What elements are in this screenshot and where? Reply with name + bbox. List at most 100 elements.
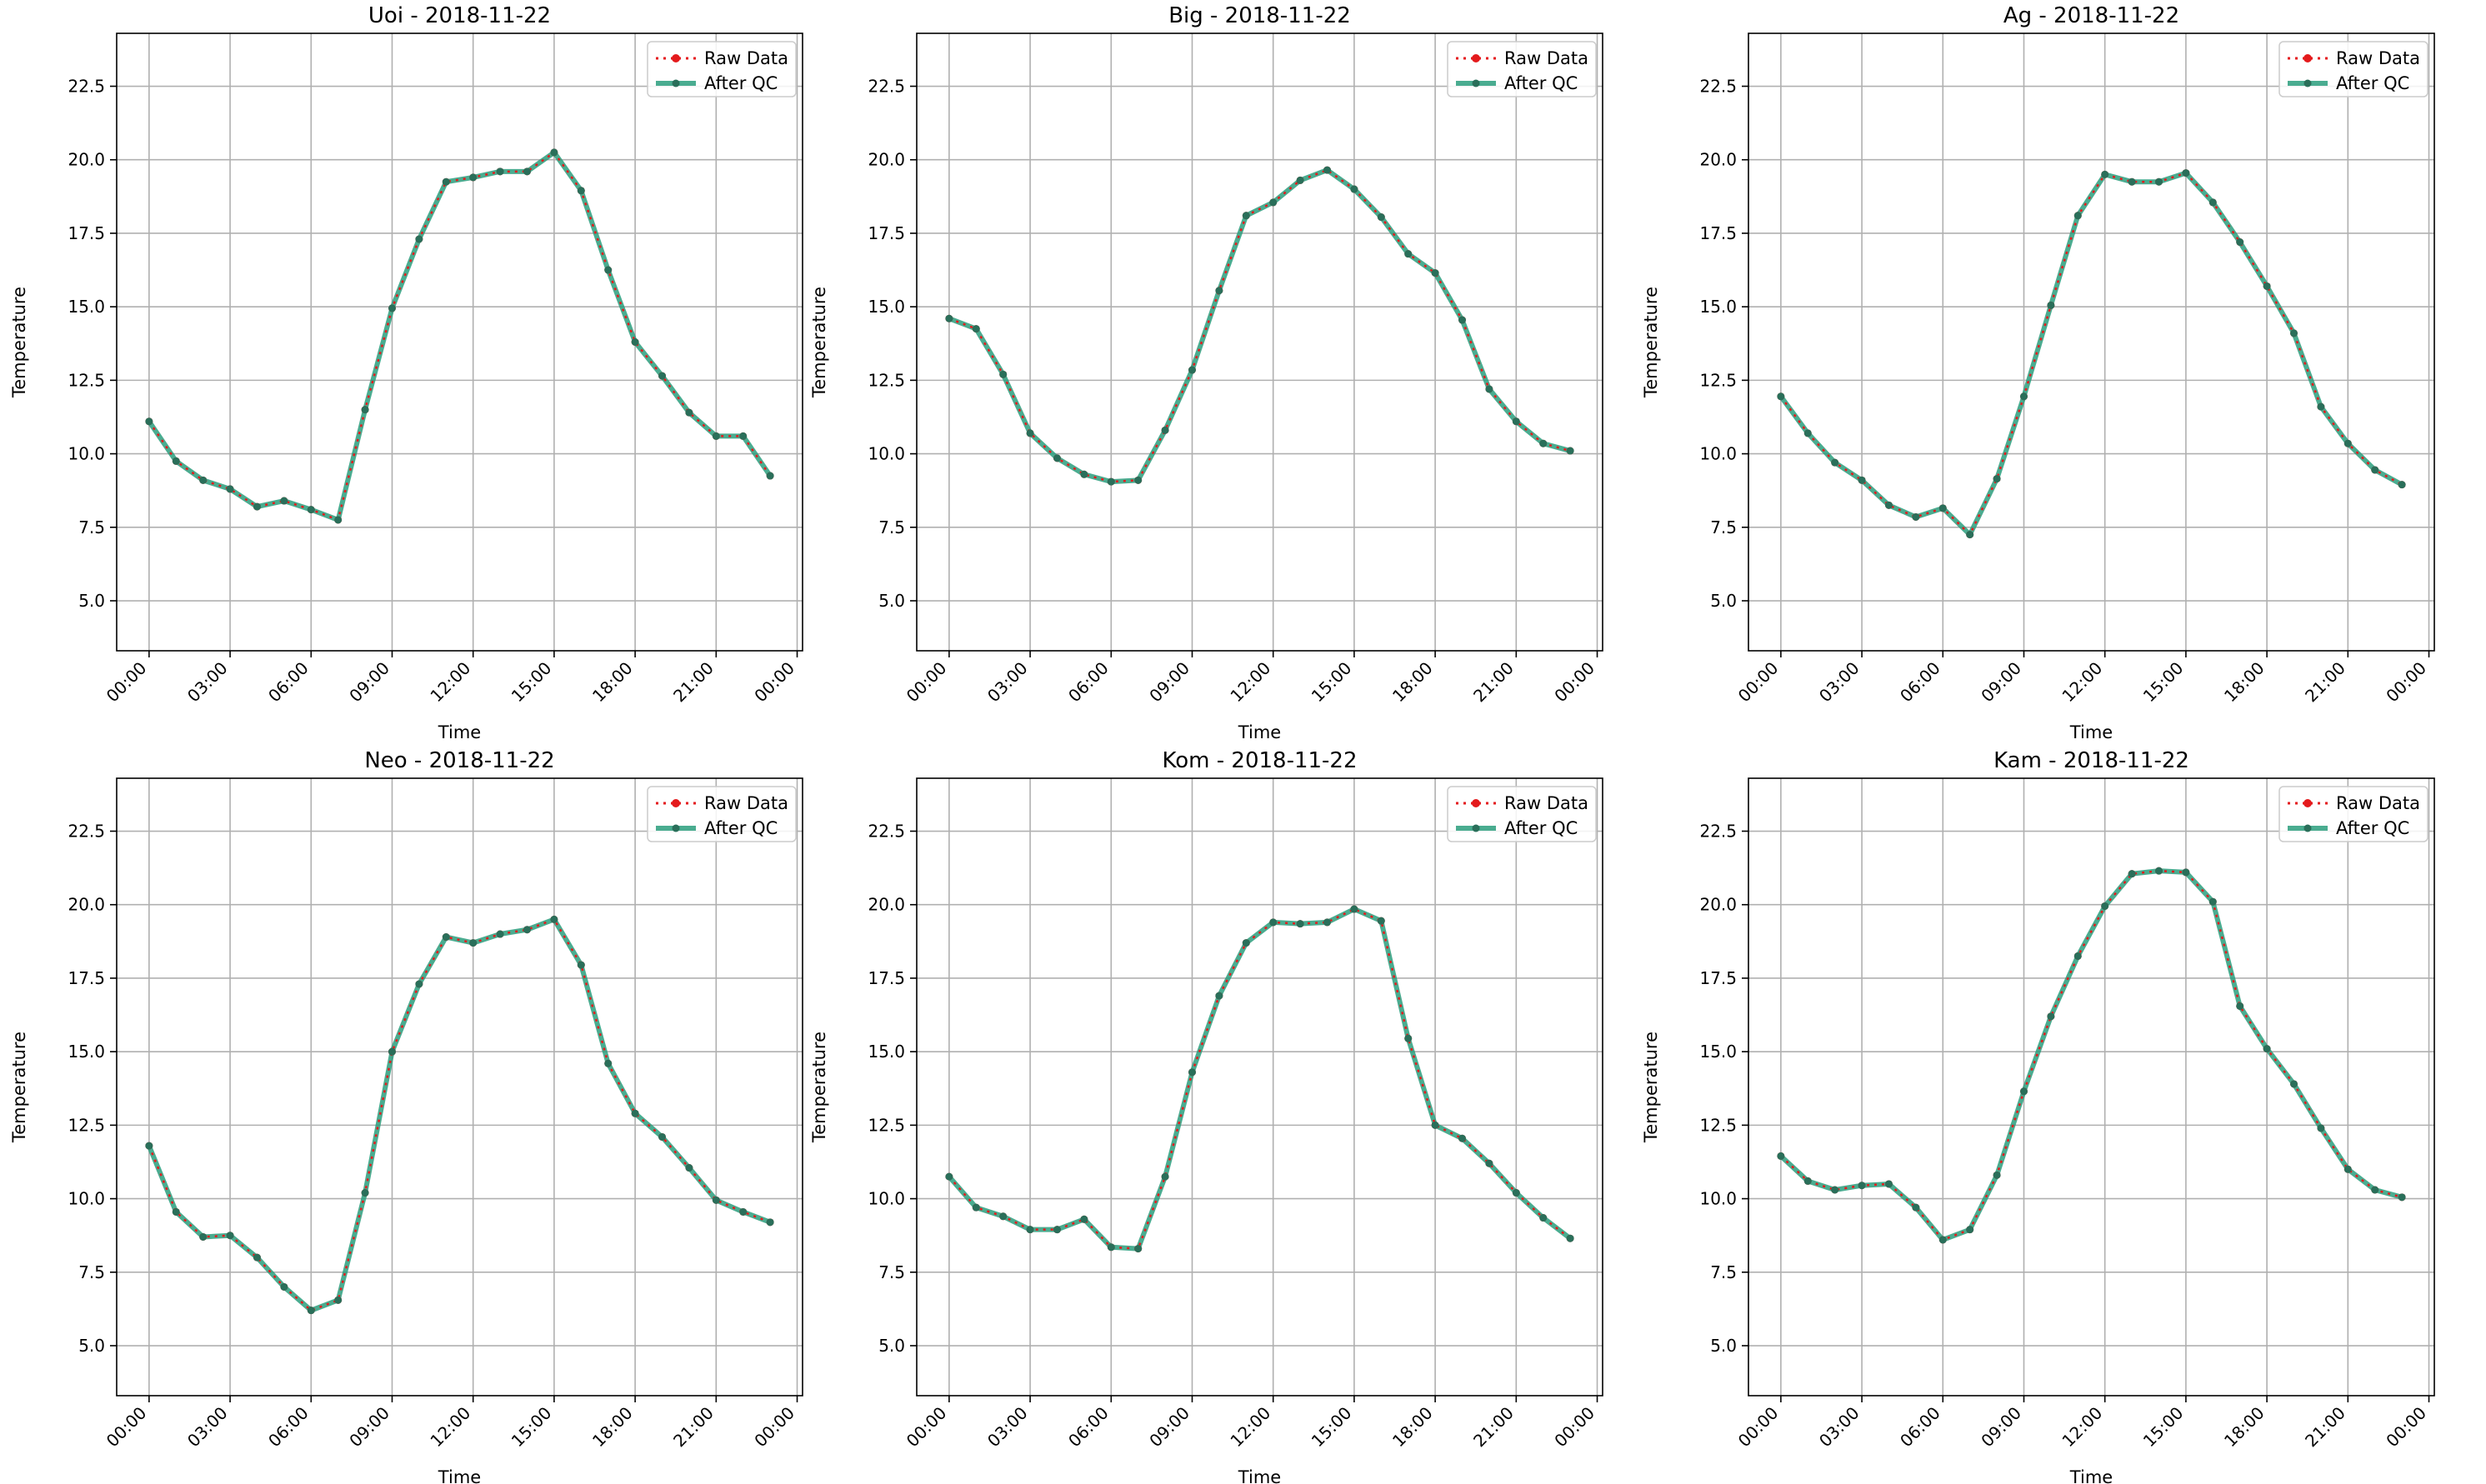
after-qc-point [999, 370, 1008, 378]
y-tick-label: 15.0 [68, 1042, 105, 1062]
after-qc-point [1458, 1134, 1467, 1142]
after-qc-point [550, 915, 558, 923]
after-qc-point [1993, 1171, 2001, 1179]
x-tick-label: 06:00 [1896, 1403, 1944, 1452]
after-qc-point [1134, 1245, 1143, 1253]
legend-raw-marker [672, 799, 680, 807]
y-tick-label: 22.5 [68, 822, 105, 842]
series-line-after-qc [147, 149, 773, 522]
legend-label-raw-data: Raw Data [1504, 48, 1588, 68]
y-tick-label: 20.0 [868, 895, 905, 915]
y-tick-label: 5.0 [78, 591, 105, 611]
after-qc-point [1431, 269, 1439, 277]
after-qc-point [469, 173, 478, 182]
after-qc-point [1566, 1234, 1574, 1242]
after-qc-point [2398, 481, 2406, 489]
after-qc-point [2343, 439, 2352, 447]
after-qc-point [1512, 417, 1520, 426]
y-tick-label: 12.5 [868, 1115, 905, 1135]
after-qc-point [2290, 1080, 2298, 1088]
x-axis-label: Time [1238, 1467, 1281, 1484]
y-tick-label: 22.5 [868, 822, 905, 842]
after-qc-point [631, 1109, 639, 1117]
after-qc-point [1323, 166, 1332, 174]
plot-frame [116, 777, 803, 1397]
x-tick-label: 00:00 [2382, 658, 2430, 707]
x-tick-label: 00:00 [103, 1403, 151, 1452]
legend: Raw Data After QC [1447, 786, 1597, 842]
after-qc-point [972, 1203, 980, 1212]
x-tick-label: 00:00 [103, 658, 151, 707]
after-qc-point [577, 187, 585, 195]
after-qc-point [945, 314, 953, 322]
after-qc-point [1938, 504, 1947, 512]
after-qc-point [145, 417, 153, 426]
y-tick-label: 17.5 [68, 223, 105, 243]
after-qc-point [253, 502, 261, 511]
after-qc-point [1858, 1182, 1866, 1190]
after-qc-point [945, 1172, 953, 1181]
after-qc-point [1215, 992, 1223, 1000]
after-qc-point [1296, 920, 1304, 928]
y-tick-label: 22.5 [1699, 77, 1737, 97]
after-qc-point [172, 457, 180, 465]
series-line-after-qc [948, 167, 1571, 485]
after-qc-point [2128, 177, 2136, 186]
x-tick-label: 21:00 [2301, 658, 2349, 707]
after-qc-point [2398, 1193, 2406, 1202]
after-qc-point [604, 266, 613, 274]
after-qc-point [361, 406, 369, 414]
legend-raw-marker [1472, 799, 1480, 807]
legend-qc-marker [1472, 79, 1480, 87]
x-tick-label: 21:00 [1469, 1403, 1518, 1452]
after-qc-point [1323, 918, 1332, 927]
y-tick-label: 10.0 [1699, 444, 1737, 464]
y-tick-label: 5.0 [1710, 591, 1737, 611]
series-line-raw-data [948, 907, 1571, 1250]
after-qc-point [766, 472, 774, 480]
subplot-title: Kom - 2018-11-22 [1163, 748, 1358, 773]
after-qc-point [172, 1207, 180, 1216]
x-tick-label: 15:00 [2139, 1403, 2188, 1452]
legend-label-raw-data: Raw Data [2336, 48, 2420, 68]
after-qc-point [2208, 198, 2217, 207]
after-qc-point [1080, 1215, 1088, 1223]
x-tick-label: 00:00 [1734, 1403, 1783, 1452]
legend-label-raw-data: Raw Data [704, 48, 788, 68]
legend-label-after-qc: After QC [2336, 73, 2409, 93]
after-qc-point [415, 980, 423, 988]
after-qc-point [523, 926, 532, 934]
x-tick-label: 00:00 [750, 1403, 798, 1452]
x-axis-label: Time [438, 1467, 481, 1484]
y-tick-label: 15.0 [1699, 297, 1737, 317]
after-qc-point [1107, 477, 1115, 486]
legend-label-raw-data: Raw Data [704, 793, 788, 813]
x-tick-label: 06:00 [1064, 658, 1113, 707]
after-qc-point [1188, 366, 1196, 374]
series-line-raw-data [948, 168, 1571, 483]
x-tick-label: 12:00 [2058, 1403, 2107, 1452]
x-tick-label: 03:00 [1815, 1403, 1863, 1452]
legend-qc-marker [672, 824, 680, 832]
x-axis-label: Time [2069, 722, 2113, 742]
after-qc-point [1026, 429, 1034, 437]
after-qc-point [1858, 476, 1866, 484]
after-qc-point [2155, 867, 2163, 875]
series-line-raw-data [1780, 869, 2403, 1242]
after-qc-point [1188, 1068, 1196, 1077]
after-qc-point [199, 1232, 208, 1241]
after-qc-point [388, 1047, 396, 1056]
y-tick-label: 17.5 [1699, 223, 1737, 243]
y-tick-label: 12.5 [1699, 370, 1737, 390]
after-qc-point [496, 167, 504, 176]
after-qc-point [199, 476, 208, 484]
after-qc-point [1377, 213, 1385, 222]
legend-qc-marker [672, 79, 680, 87]
after-qc-point [496, 930, 504, 938]
x-tick-label: 00:00 [903, 658, 951, 707]
after-qc-point [2236, 1002, 2244, 1010]
after-qc-point [739, 1207, 748, 1216]
x-tick-label: 09:00 [1977, 658, 2025, 707]
x-tick-label: 21:00 [669, 1403, 718, 1452]
